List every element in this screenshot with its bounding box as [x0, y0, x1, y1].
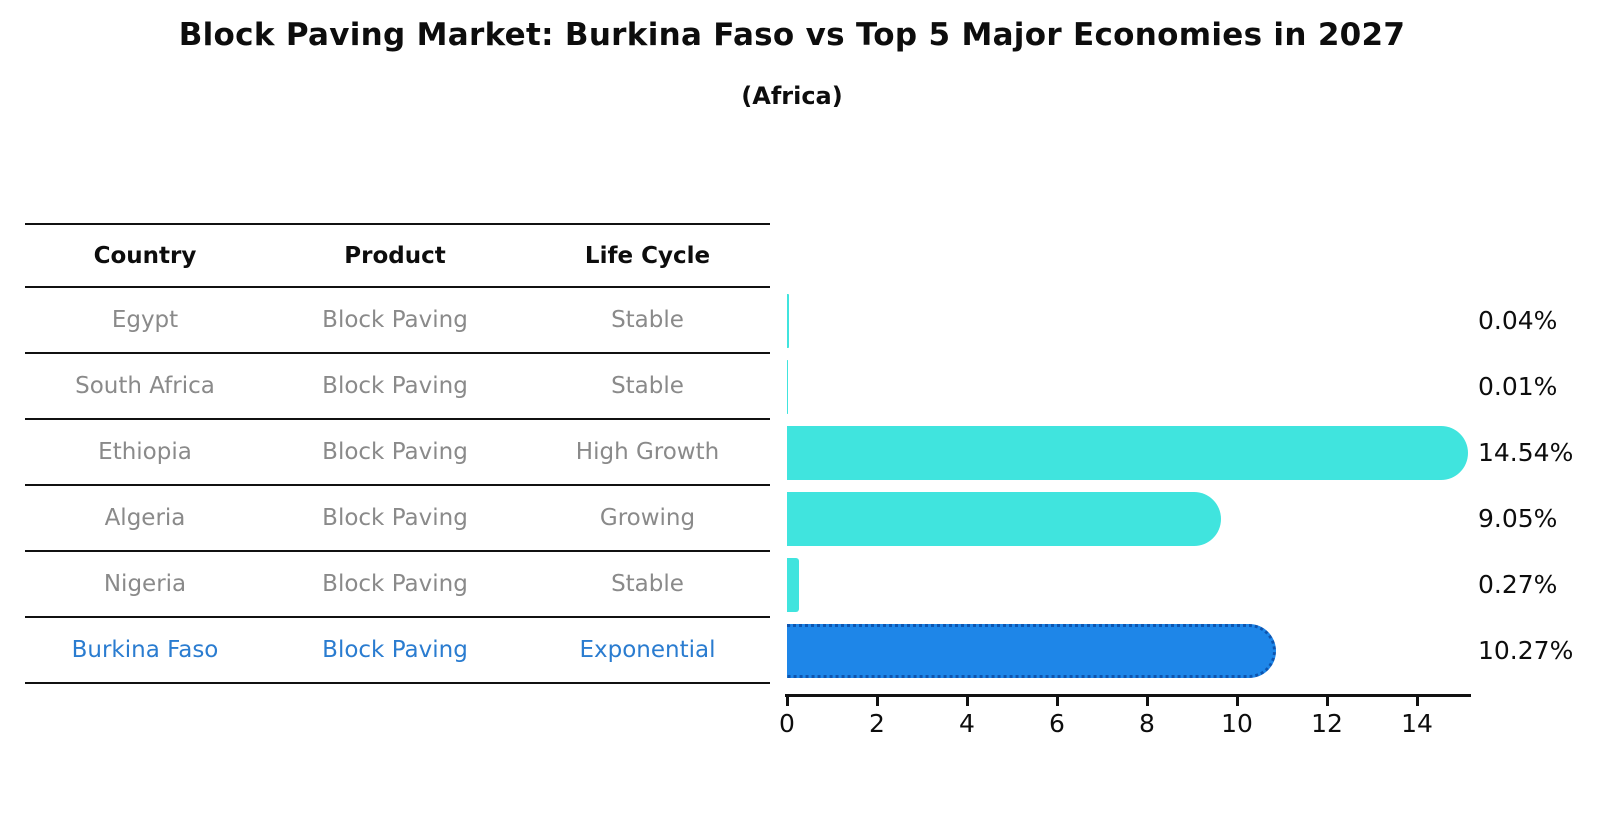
product-cell: Block Paving — [322, 307, 468, 333]
x-tick-label-6: 6 — [1049, 709, 1065, 738]
country-cell: Algeria — [104, 505, 186, 531]
x-tick-4 — [966, 697, 969, 706]
value-label-burkina-faso: 10.27% — [1478, 636, 1574, 665]
table-header-row: Country Product Life Cycle — [25, 223, 770, 288]
x-tick-label-8: 8 — [1139, 709, 1155, 738]
life-cycle-cell: Stable — [611, 307, 684, 333]
x-tick-label-0: 0 — [779, 709, 795, 738]
value-label-algeria: 9.05% — [1478, 504, 1558, 533]
x-tick-label-12: 12 — [1311, 709, 1343, 738]
country-cell: South Africa — [75, 373, 215, 399]
table-row-ethiopia: Ethiopia Block Paving High Growth — [25, 420, 770, 486]
bar-burkina-faso — [787, 624, 1277, 678]
x-tick-12 — [1326, 697, 1329, 706]
x-tick-label-2: 2 — [869, 709, 885, 738]
product-cell: Block Paving — [322, 637, 468, 663]
chart-title: Block Paving Market: Burkina Faso vs Top… — [178, 17, 1406, 53]
chart-subtitle: (Africa) — [741, 82, 843, 110]
x-tick-6 — [1056, 697, 1059, 706]
life-cycle-cell: Growing — [599, 505, 696, 531]
x-tick-10 — [1236, 697, 1239, 706]
x-tick-8 — [1146, 697, 1149, 706]
x-tick-2 — [876, 697, 879, 706]
product-cell: Block Paving — [322, 373, 468, 399]
table-row-burkina-faso: Burkina Faso Block Paving Exponential — [25, 618, 770, 684]
country-cell: Egypt — [111, 307, 179, 333]
country-cell: Nigeria — [103, 571, 187, 597]
value-label-egypt: 0.04% — [1478, 306, 1558, 335]
product-cell: Block Paving — [322, 505, 468, 531]
value-label-nigeria: 0.27% — [1478, 570, 1558, 599]
x-tick-label-10: 10 — [1221, 709, 1253, 738]
table-row-algeria: Algeria Block Paving Growing — [25, 486, 770, 552]
bar-south-africa — [787, 360, 789, 414]
table-header-country: Country — [93, 242, 197, 269]
bar-algeria — [787, 492, 1222, 546]
table-header-life-cycle: Life Cycle — [584, 242, 711, 269]
life-cycle-cell: Exponential — [579, 637, 716, 663]
country-cell: Ethiopia — [98, 439, 192, 465]
life-cycle-cell: Stable — [611, 571, 684, 597]
country-table: Country Product Life Cycle Egypt Block Pa… — [25, 223, 770, 684]
life-cycle-cell: Stable — [611, 373, 684, 399]
product-cell: Block Paving — [322, 439, 468, 465]
table-row-egypt: Egypt Block Paving Stable — [25, 288, 770, 354]
product-cell: Block Paving — [322, 571, 468, 597]
table-row-south-africa: South Africa Block Paving Stable — [25, 354, 770, 420]
x-tick-14 — [1416, 697, 1419, 706]
table-body: Egypt Block Paving Stable South Africa Block… — [25, 288, 770, 684]
x-tick-0 — [786, 697, 789, 706]
country-cell: Burkina Faso — [71, 637, 219, 663]
value-label-ethiopia: 14.54% — [1478, 438, 1574, 467]
table-header-product: Product — [344, 242, 446, 269]
x-tick-label-14: 14 — [1401, 709, 1433, 738]
x-axis-line — [785, 694, 1471, 697]
x-tick-label-4: 4 — [959, 709, 975, 738]
table-row-nigeria: Nigeria Block Paving Stable — [25, 552, 770, 618]
bar-nigeria — [787, 558, 800, 612]
bar-ethiopia — [787, 426, 1469, 480]
value-label-south-africa: 0.01% — [1478, 372, 1558, 401]
life-cycle-cell: High Growth — [575, 439, 720, 465]
bar-egypt — [787, 294, 789, 348]
